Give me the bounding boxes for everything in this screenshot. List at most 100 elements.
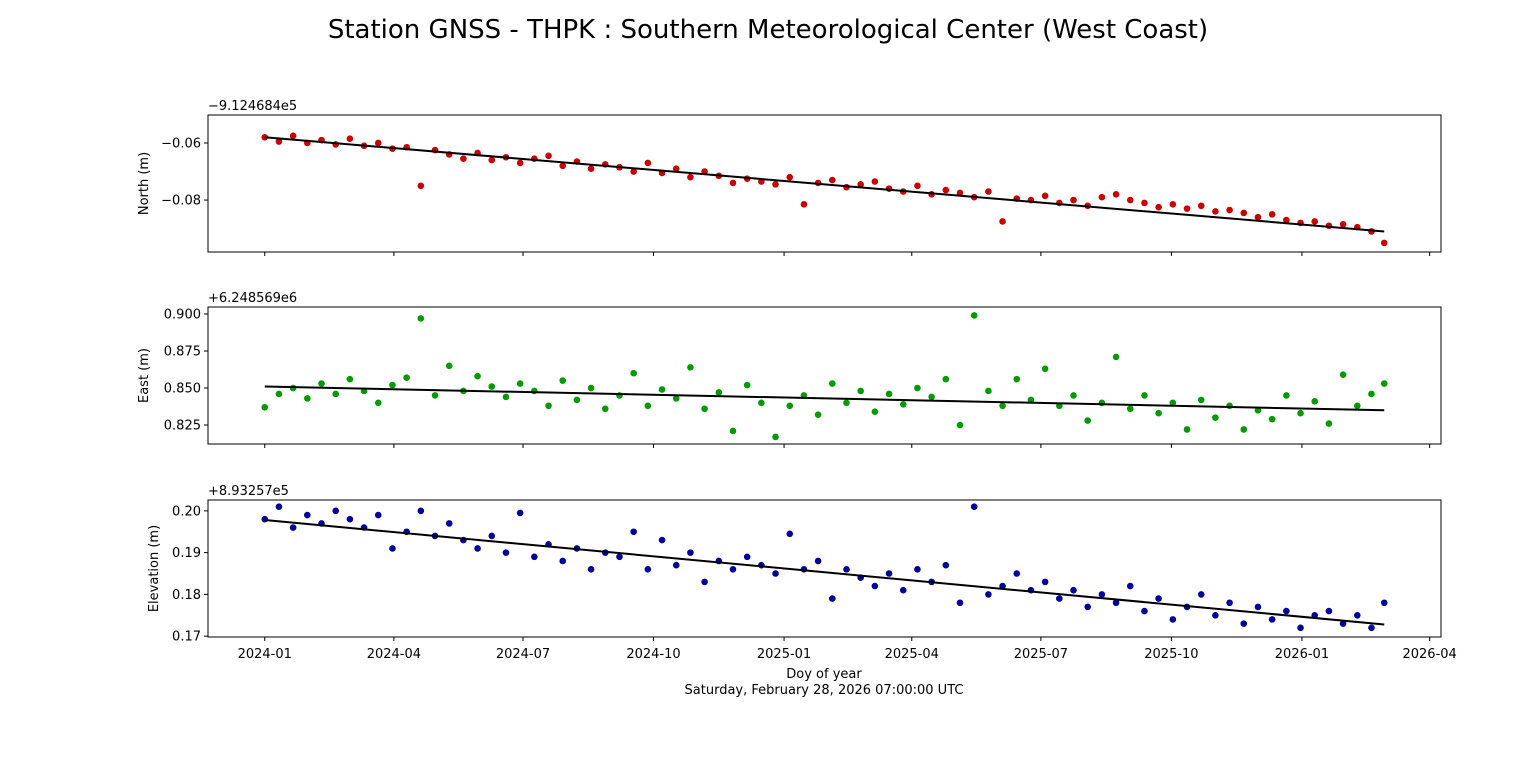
x-axis-sublabel: Saturday, February 28, 2026 07:00:00 UTC [685, 683, 964, 698]
data-point [304, 511, 311, 519]
data-point [389, 545, 396, 552]
data-point [1098, 591, 1106, 598]
chart-title: Station GNSS - THPK : Southern Meteorolo… [328, 15, 1208, 45]
data-point [1268, 211, 1276, 218]
data-point [914, 566, 921, 573]
trend-line [264, 519, 1385, 626]
data-point [1254, 603, 1262, 611]
data-point [502, 393, 510, 401]
y-tick-label: 0.825 [164, 419, 201, 434]
data-point [346, 515, 354, 523]
data-point [1197, 396, 1205, 404]
data-point [1212, 208, 1219, 215]
data-point [275, 138, 283, 145]
data-point [332, 507, 339, 515]
data-point [687, 363, 694, 371]
data-point [672, 165, 680, 172]
x-tick-label: 2024-10 [626, 647, 680, 662]
data-point [899, 401, 907, 408]
axis-offset-label: +6.248569e6 [208, 291, 297, 306]
data-point [644, 566, 652, 573]
y-tick-label: 0.18 [172, 588, 201, 603]
data-point [1013, 570, 1021, 577]
data-point [1041, 192, 1049, 200]
data-point [843, 566, 850, 573]
data-point [417, 315, 425, 322]
data-point [1141, 607, 1148, 615]
data-point [829, 595, 836, 602]
y-tick-label: 0.17 [172, 630, 201, 645]
plot-frame [207, 499, 1442, 638]
data-point [1283, 607, 1290, 615]
data-point [587, 384, 595, 392]
data-point [885, 570, 893, 577]
data-point [871, 178, 879, 185]
y-tick-label: 0.20 [172, 504, 201, 519]
data-point [758, 399, 765, 407]
data-point [1141, 199, 1148, 207]
data-point [1240, 426, 1248, 433]
data-point [516, 159, 524, 167]
data-point [1112, 191, 1120, 198]
data-point [899, 586, 907, 594]
trend-line [264, 136, 1385, 233]
data-point [431, 392, 439, 399]
data-point [346, 135, 354, 142]
data-point [601, 405, 609, 413]
data-point [970, 503, 978, 510]
data-point [814, 557, 822, 565]
data-point [1155, 409, 1162, 417]
y-axis-label: North (m) [137, 152, 152, 215]
data-point [687, 549, 694, 556]
data-point [956, 421, 964, 429]
axis-offset-label: −9.124684e5 [208, 99, 297, 114]
data-point [474, 372, 481, 380]
data-point [616, 553, 623, 561]
data-point [644, 402, 652, 410]
x-tick-label: 2024-07 [496, 647, 550, 662]
x-tick-label: 2026-04 [1402, 647, 1456, 662]
data-point [545, 402, 552, 410]
data-point [1339, 221, 1347, 228]
data-point [374, 511, 382, 519]
trend-line [264, 385, 1385, 412]
data-point [460, 155, 467, 162]
data-point [587, 566, 595, 573]
data-point [1380, 239, 1388, 247]
data-point [956, 599, 964, 607]
data-point [304, 395, 311, 402]
data-point [1126, 582, 1134, 590]
data-point [729, 179, 737, 187]
x-tick-label: 2025-10 [1144, 647, 1198, 662]
data-point [942, 561, 950, 569]
x-tick-label: 2026-01 [1275, 647, 1329, 662]
data-point [1226, 206, 1233, 214]
data-point [1126, 405, 1134, 413]
data-point [1041, 578, 1049, 586]
data-point [701, 405, 708, 413]
data-point [502, 549, 510, 556]
data-point [1339, 620, 1347, 627]
data-point [474, 545, 481, 552]
data-point [1283, 216, 1290, 224]
data-point [630, 369, 637, 377]
data-point [289, 524, 297, 531]
data-point [1041, 365, 1049, 373]
x-tick-label: 2024-01 [238, 647, 292, 662]
data-point [956, 189, 964, 197]
data-point [1368, 390, 1375, 398]
data-point [1325, 420, 1333, 427]
data-point [1212, 611, 1219, 619]
x-tick-label: 2025-01 [757, 647, 811, 662]
x-tick-label: 2024-04 [367, 647, 421, 662]
data-point [857, 181, 864, 188]
panel-east: 0.900 0.875 0.850 0.825 +6.248569e6 East (m) [137, 291, 1442, 448]
data-point [559, 557, 567, 565]
data-point [1297, 624, 1304, 632]
data-point [1353, 611, 1361, 619]
data-point [999, 402, 1006, 410]
data-point [715, 389, 723, 396]
data-point [488, 532, 496, 540]
data-point [1339, 371, 1347, 378]
